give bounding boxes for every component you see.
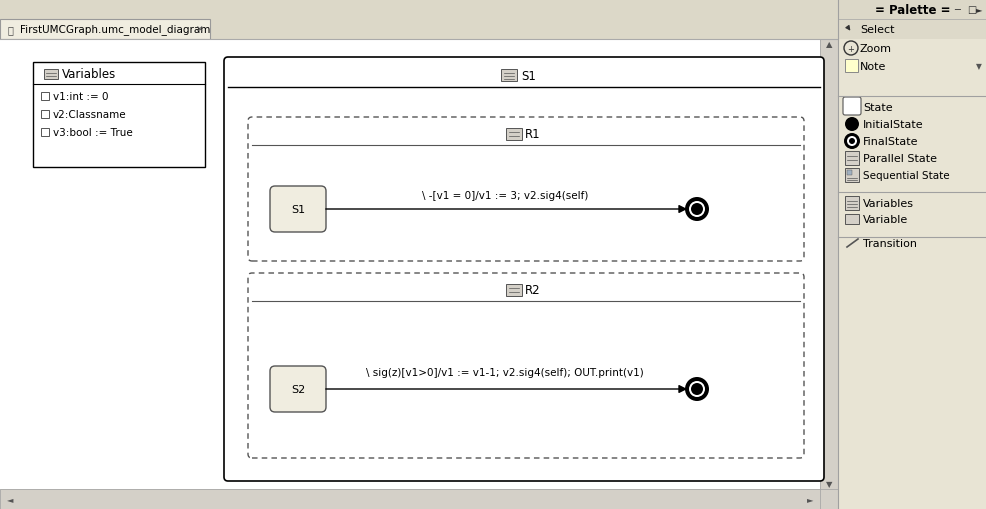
Text: ▼: ▼ [975,63,981,71]
Text: Zoom: Zoom [859,44,891,54]
Bar [506,129,522,140]
Text: ▲: ▲ [825,40,831,49]
Text: InitialState: InitialState [862,120,923,130]
Bar [41,111,49,119]
FancyBboxPatch shape [270,187,325,233]
Circle shape [684,377,708,401]
Text: State: State [862,103,891,113]
Bar [506,285,522,296]
Bar [44,70,58,80]
FancyBboxPatch shape [224,58,823,481]
Bar [41,93,49,101]
Text: +: + [847,44,854,53]
Text: Variables: Variables [62,68,116,81]
Text: FinalState: FinalState [862,137,918,147]
FancyBboxPatch shape [270,366,325,412]
Bar [0,20,210,40]
Text: S1: S1 [291,205,305,215]
Bar [0,20,837,40]
Circle shape [846,137,856,147]
Text: v3:bool := True: v3:bool := True [53,128,132,138]
Text: Variables: Variables [862,199,913,209]
Bar [837,21,986,40]
Text: R1: R1 [525,128,540,141]
Text: ▼: ▼ [825,479,831,489]
Text: □: □ [966,5,975,15]
Text: S2: S2 [291,384,305,394]
Text: v2:Classname: v2:Classname [53,110,126,120]
Bar [501,70,517,82]
Circle shape [688,381,704,397]
Circle shape [848,139,854,145]
Bar [41,129,49,137]
Circle shape [684,197,708,221]
FancyBboxPatch shape [842,98,860,116]
Bar [844,196,858,211]
Bar [0,40,819,489]
Text: ►: ► [975,6,981,14]
Circle shape [690,204,702,216]
Bar [33,63,205,167]
Bar [844,60,857,73]
Text: FirstUMCGraph.umc_model_diagram: FirstUMCGraph.umc_model_diagram [20,24,210,36]
Bar [844,152,858,165]
Bar [819,40,837,489]
Text: v1:int := 0: v1:int := 0 [53,92,108,102]
Circle shape [844,118,858,132]
Bar [837,0,986,20]
FancyBboxPatch shape [247,118,804,262]
Circle shape [688,202,704,217]
Text: = Palette =: = Palette = [874,4,950,16]
Text: ►: ► [806,495,812,503]
Text: Parallel State: Parallel State [862,154,936,164]
Text: Transition: Transition [862,239,916,248]
Bar [0,489,819,509]
Bar [0,0,986,20]
Circle shape [690,383,702,395]
Bar [844,168,858,183]
Text: ✕: ✕ [196,25,203,35]
Text: ─: ─ [953,5,959,15]
Text: Select: Select [859,25,893,35]
Text: \ -[v1 = 0]/v1 := 3; v2.sig4(self): \ -[v1 = 0]/v1 := 3; v2.sig4(self) [421,191,588,201]
Text: \ sig(z)[v1>0]/v1 := v1-1; v2.sig4(self); OUT.print(v1): \ sig(z)[v1>0]/v1 := v1-1; v2.sig4(self)… [366,367,643,377]
Text: Variable: Variable [862,215,907,224]
Text: S1: S1 [521,69,535,82]
Text: Sequential State: Sequential State [862,171,949,181]
Circle shape [843,134,859,150]
Text: ◄: ◄ [7,495,13,503]
Bar [846,171,851,176]
Bar [844,215,858,224]
Text: Note: Note [859,62,885,72]
Text: R2: R2 [525,284,540,297]
Bar [837,0,986,509]
Text: 🗎: 🗎 [8,25,14,35]
FancyBboxPatch shape [247,273,804,458]
